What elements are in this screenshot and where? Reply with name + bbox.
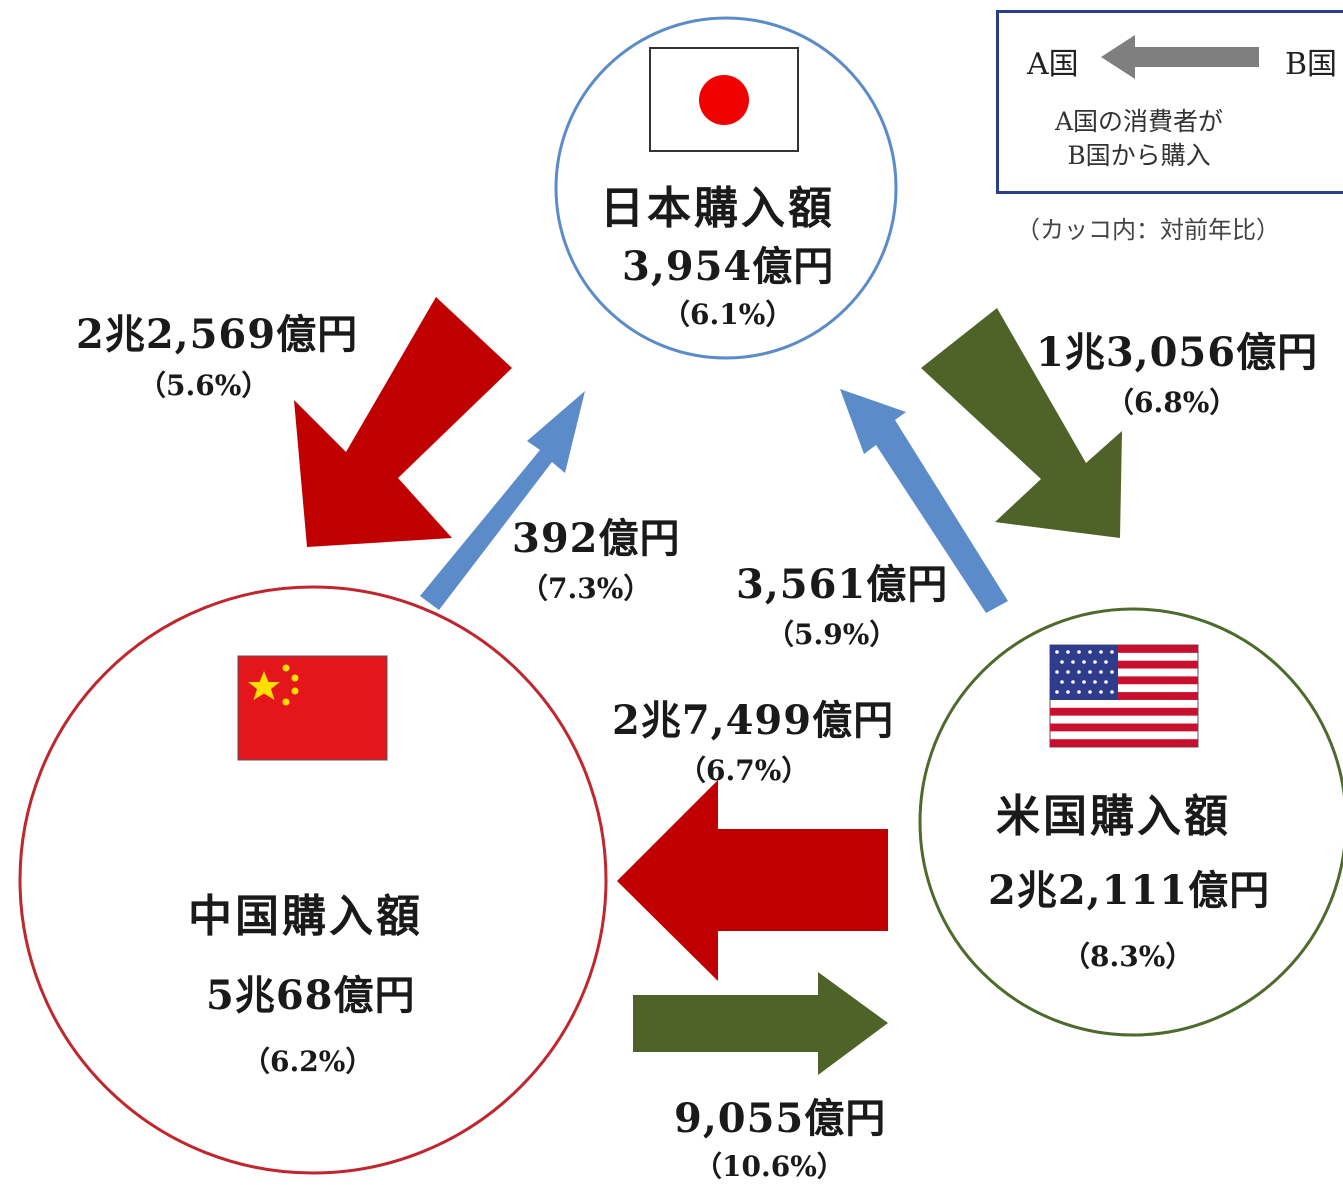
china-circle [18,585,608,1175]
usa-pct: （8.3%） [1062,940,1194,973]
japan-flag-icon [649,47,799,152]
legend-line-1: A国の消費者が [1054,107,1224,136]
flow-japan-from-usa-pct: （5.9%） [766,618,898,651]
arrow-japan-from-usa [840,389,1008,613]
legend-arrow-icon [1101,35,1259,79]
legend-country-b: B国 [1285,47,1338,82]
usa-amount: 2兆2,111億円 [988,867,1271,914]
note-parenthesis: （カッコ内：対前年比） [1016,216,1280,244]
arrow-japan-from-china [420,391,585,610]
arrow-usa-from-china [633,972,888,1075]
arrow-china-from-japan [294,297,512,547]
arrow-usa-from-japan [921,308,1122,538]
flow-usa-from-china-amount: 9,055億円 [674,1095,887,1142]
legend-description: A国の消費者が B国から購入 [999,105,1343,173]
legend: A国 B国 A国の消費者が B国から購入 [996,10,1343,194]
usa-circle [918,607,1343,1037]
china-flag-icon [237,655,388,761]
china-pct: （6.2%） [242,1045,374,1078]
flow-china-from-usa-pct: （6.7%） [678,754,810,787]
japan-title: 日本購入額 [600,183,835,234]
china-title: 中国購入額 [188,891,423,942]
usa-flag-icon [1049,644,1199,748]
flow-usa-from-china-pct: （10.6%） [694,1150,845,1183]
japan-amount: 3,954億円 [622,243,835,290]
flow-usa-from-japan-pct: （6.8%） [1106,386,1238,419]
china-amount: 5兆68億円 [206,972,416,1019]
legend-line-2: B国から購入 [1067,141,1211,170]
flow-china-from-japan-pct: （5.6%） [138,369,270,402]
legend-country-a: A国 [1027,47,1079,82]
flow-china-from-japan-amount: 2兆2,569億円 [76,311,359,358]
japan-circle [554,16,898,360]
flow-china-from-usa-amount: 2兆7,499億円 [612,697,895,744]
usa-title: 米国購入額 [996,791,1231,842]
arrow-china-from-usa [617,780,888,981]
flow-japan-from-china-pct: （7.3%） [520,572,652,605]
japan-pct: （6.1%） [662,298,794,331]
flow-japan-from-china-amount: 392億円 [512,515,681,562]
flow-usa-from-japan-amount: 1兆3,056億円 [1036,329,1319,376]
flow-japan-from-usa-amount: 3,561億円 [736,561,949,608]
